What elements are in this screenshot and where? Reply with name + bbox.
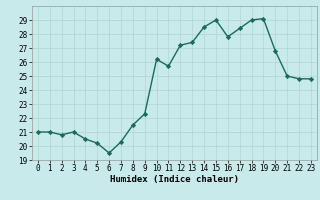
X-axis label: Humidex (Indice chaleur): Humidex (Indice chaleur) xyxy=(110,175,239,184)
